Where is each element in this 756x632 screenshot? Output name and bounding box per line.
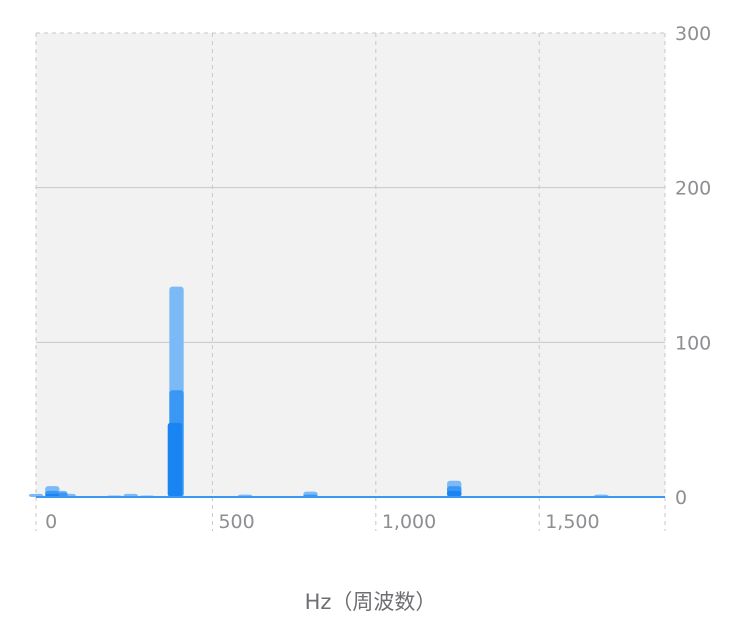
y-tick-label: 200 <box>675 178 711 200</box>
x-tick-label: 500 <box>218 511 254 533</box>
grid <box>35 32 666 531</box>
x-tick-label: 1,000 <box>382 511 436 533</box>
bar <box>447 490 462 497</box>
bar <box>167 422 183 497</box>
y-tick-label: 100 <box>675 332 711 354</box>
y-tick-label: 300 <box>675 23 711 45</box>
x-axis-label: Hz（周波数） <box>305 590 437 614</box>
tick-labels: 0 500 1,000 1,500 0 100 200 300 <box>45 23 711 533</box>
x-tick-label: 0 <box>45 511 57 533</box>
bars <box>28 286 609 497</box>
plot-area <box>36 33 665 497</box>
x-tick-label: 1,500 <box>545 511 599 533</box>
y-tick-label: 0 <box>675 487 687 509</box>
